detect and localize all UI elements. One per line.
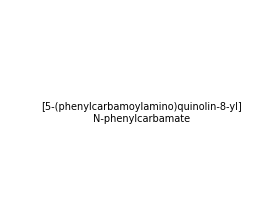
Text: [5-(phenylcarbamoylamino)quinolin-8-yl] N-phenylcarbamate: [5-(phenylcarbamoylamino)quinolin-8-yl] …: [42, 102, 242, 124]
